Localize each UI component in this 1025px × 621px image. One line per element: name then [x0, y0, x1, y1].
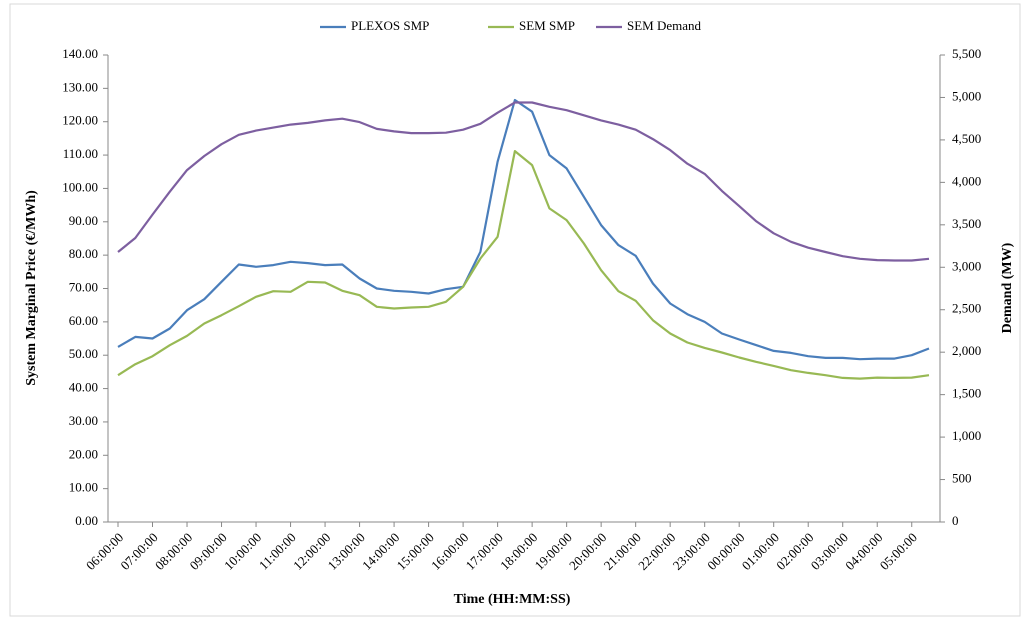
legend-label: SEM SMP — [519, 18, 575, 33]
y2-tick-label: 3,000 — [952, 258, 981, 273]
x-tick-label: 10:00:00 — [221, 530, 264, 573]
x-tick-label: 07:00:00 — [117, 530, 160, 573]
y2-tick-label: 2,000 — [952, 343, 981, 358]
y2-tick-label: 1,000 — [952, 428, 981, 443]
y2-tick-label: 500 — [952, 471, 972, 486]
x-tick-label: 18:00:00 — [497, 530, 540, 573]
x-tick-label: 21:00:00 — [601, 530, 644, 573]
x-tick-label: 03:00:00 — [808, 530, 851, 573]
series-line — [117, 101, 930, 262]
y-tick-label: 130.00 — [62, 79, 98, 94]
x-tick-label: 04:00:00 — [842, 530, 885, 573]
y2-tick-label: 1,500 — [952, 386, 981, 401]
x-tick-label: 09:00:00 — [186, 530, 229, 573]
x-tick-label: 14:00:00 — [359, 530, 402, 573]
x-tick-label: 05:00:00 — [877, 530, 920, 573]
x-tick-label: 19:00:00 — [532, 530, 575, 573]
y-tick-label: 100.00 — [62, 179, 98, 194]
y2-axis-title: Demand (MW) — [1000, 242, 1015, 333]
y-tick-label: 30.00 — [69, 413, 98, 428]
y2-tick-label: 5,000 — [952, 88, 981, 103]
y2-tick-label: 2,500 — [952, 301, 981, 316]
y2-tick-label: 3,500 — [952, 216, 981, 231]
y-tick-label: 110.00 — [63, 146, 98, 161]
legend-label: PLEXOS SMP — [351, 18, 429, 33]
y-tick-label: 80.00 — [69, 246, 98, 261]
x-tick-label: 16:00:00 — [428, 530, 471, 573]
x-tick-label: 20:00:00 — [566, 530, 609, 573]
y-tick-label: 120.00 — [62, 113, 98, 128]
y-tick-label: 40.00 — [69, 380, 98, 395]
y2-tick-label: 4,000 — [952, 173, 981, 188]
x-tick-label: 13:00:00 — [325, 530, 368, 573]
y2-tick-label: 4,500 — [952, 131, 981, 146]
series-line — [117, 98, 930, 361]
y2-tick-label: 0 — [952, 513, 959, 528]
y-tick-label: 20.00 — [69, 446, 98, 461]
y-axis-title: System Marginal Price (€/MWh) — [24, 190, 39, 386]
legend-label: SEM Demand — [627, 18, 702, 33]
y-tick-label: 50.00 — [69, 346, 98, 361]
x-tick-label: 15:00:00 — [394, 530, 437, 573]
series-line — [117, 150, 930, 380]
y-tick-label: 70.00 — [69, 279, 98, 294]
y-tick-label: 90.00 — [69, 213, 98, 228]
y-tick-label: 0.00 — [75, 513, 98, 528]
x-tick-label: 01:00:00 — [739, 530, 782, 573]
x-tick-label: 17:00:00 — [463, 530, 506, 573]
x-tick-label: 11:00:00 — [256, 530, 299, 573]
x-tick-label: 08:00:00 — [152, 530, 195, 573]
y2-tick-label: 5,500 — [952, 46, 981, 61]
x-tick-label: 06:00:00 — [83, 530, 126, 573]
x-axis-title: Time (HH:MM:SS) — [454, 592, 571, 607]
chart-border — [9, 3, 1021, 617]
x-tick-label: 02:00:00 — [773, 530, 816, 573]
x-tick-label: 00:00:00 — [704, 530, 747, 573]
y-tick-label: 10.00 — [69, 480, 98, 495]
y-tick-label: 140.00 — [62, 46, 98, 61]
x-tick-label: 12:00:00 — [290, 530, 333, 573]
x-tick-label: 22:00:00 — [635, 530, 678, 573]
x-tick-label: 23:00:00 — [670, 530, 713, 573]
y-tick-label: 60.00 — [69, 313, 98, 328]
